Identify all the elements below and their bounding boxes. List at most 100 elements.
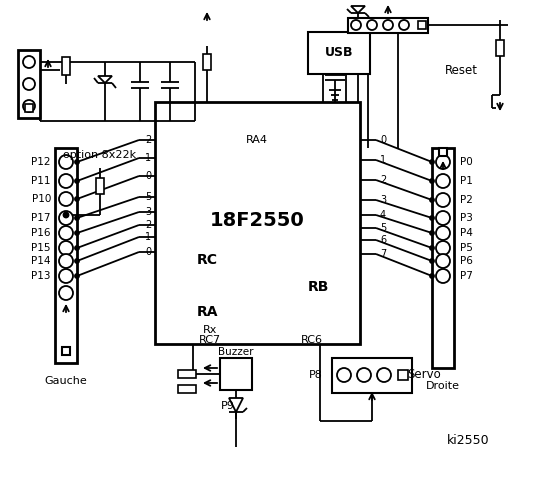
Text: RC: RC: [196, 253, 217, 267]
Circle shape: [430, 160, 434, 164]
Bar: [203, 54, 211, 70]
Text: 5: 5: [380, 223, 386, 233]
Text: 0: 0: [380, 135, 386, 145]
Circle shape: [367, 20, 377, 30]
Circle shape: [436, 226, 450, 240]
Text: 5: 5: [145, 192, 151, 202]
Text: 1: 1: [380, 155, 386, 165]
Polygon shape: [98, 76, 112, 83]
Text: P5: P5: [460, 243, 473, 253]
Text: Servo: Servo: [407, 369, 441, 382]
Text: P8: P8: [309, 370, 323, 380]
Bar: [432, 148, 454, 368]
Text: RC6: RC6: [301, 335, 323, 345]
Bar: [178, 385, 196, 393]
Text: P9: P9: [221, 401, 235, 411]
Circle shape: [75, 216, 79, 220]
Text: 7: 7: [380, 249, 386, 259]
Polygon shape: [229, 398, 243, 412]
Circle shape: [59, 254, 73, 268]
Circle shape: [59, 226, 73, 240]
Text: 0: 0: [145, 247, 151, 257]
Circle shape: [399, 20, 409, 30]
Circle shape: [59, 174, 73, 188]
Text: P16: P16: [32, 228, 51, 238]
Text: option 8x22k: option 8x22k: [64, 150, 137, 160]
Text: P10: P10: [32, 194, 51, 204]
Circle shape: [430, 198, 434, 202]
Bar: [62, 57, 70, 75]
Text: 3: 3: [145, 207, 151, 217]
Circle shape: [436, 254, 450, 268]
Bar: [496, 40, 504, 56]
Text: Gauche: Gauche: [45, 376, 87, 386]
Circle shape: [436, 174, 450, 188]
Circle shape: [75, 231, 79, 235]
Circle shape: [383, 20, 393, 30]
Circle shape: [337, 368, 351, 382]
Text: 4: 4: [380, 210, 386, 220]
Circle shape: [436, 211, 450, 225]
Circle shape: [59, 269, 73, 283]
Circle shape: [64, 213, 69, 217]
Text: P0: P0: [460, 157, 473, 167]
Text: Buzzer: Buzzer: [218, 347, 254, 357]
Circle shape: [75, 197, 79, 201]
Text: 2: 2: [145, 135, 151, 145]
Text: 3: 3: [380, 195, 386, 205]
Circle shape: [430, 179, 434, 183]
Circle shape: [59, 155, 73, 169]
Text: 0: 0: [145, 171, 151, 181]
Text: P1: P1: [460, 176, 473, 186]
Circle shape: [23, 78, 35, 90]
Circle shape: [75, 179, 79, 183]
Text: P13: P13: [32, 271, 51, 281]
Circle shape: [430, 274, 434, 278]
Bar: [418, 21, 426, 29]
Text: 2: 2: [380, 175, 386, 185]
Bar: [62, 347, 70, 355]
Circle shape: [436, 193, 450, 207]
Circle shape: [430, 259, 434, 263]
Bar: [348, 18, 428, 33]
Text: P6: P6: [460, 256, 473, 266]
Bar: [96, 178, 104, 194]
Circle shape: [436, 269, 450, 283]
Circle shape: [75, 274, 79, 278]
Circle shape: [59, 286, 73, 300]
Bar: [308, 32, 370, 74]
Circle shape: [436, 155, 450, 169]
Text: P4: P4: [460, 228, 473, 238]
Circle shape: [23, 100, 35, 112]
Bar: [332, 358, 412, 393]
Text: RA4: RA4: [246, 135, 268, 145]
Circle shape: [430, 231, 434, 235]
Circle shape: [75, 160, 79, 164]
Text: RC7: RC7: [199, 335, 221, 345]
Polygon shape: [351, 6, 365, 13]
Text: 18F2550: 18F2550: [210, 211, 304, 229]
Text: Reset: Reset: [445, 63, 478, 76]
Text: 2: 2: [145, 220, 151, 230]
Circle shape: [436, 241, 450, 255]
Circle shape: [351, 20, 361, 30]
Circle shape: [357, 368, 371, 382]
Text: 1: 1: [145, 153, 151, 163]
Circle shape: [59, 211, 73, 225]
Circle shape: [430, 246, 434, 250]
Text: Rx: Rx: [203, 325, 217, 335]
Text: P17: P17: [32, 213, 51, 223]
Text: P15: P15: [32, 243, 51, 253]
Circle shape: [75, 246, 79, 250]
Circle shape: [430, 216, 434, 220]
Text: P3: P3: [460, 213, 473, 223]
Text: 1: 1: [145, 232, 151, 242]
Text: P14: P14: [32, 256, 51, 266]
Text: USB: USB: [325, 47, 353, 60]
Text: P7: P7: [460, 271, 473, 281]
Text: RA: RA: [196, 305, 218, 319]
Circle shape: [75, 259, 79, 263]
Bar: [398, 370, 408, 380]
Bar: [220, 358, 252, 390]
Bar: [155, 102, 360, 344]
